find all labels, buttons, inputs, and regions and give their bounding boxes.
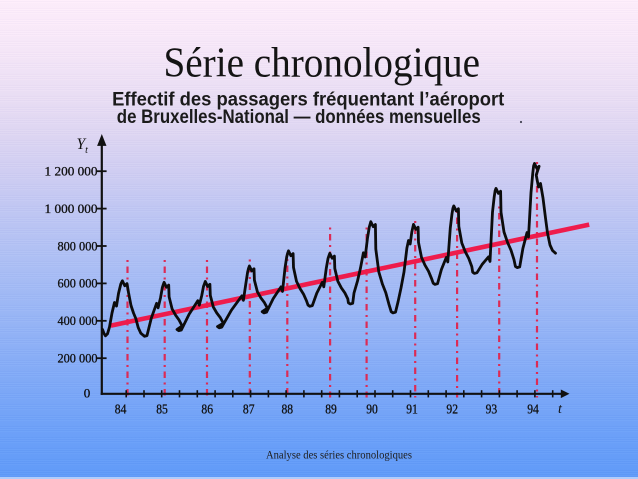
svg-text:85: 85 xyxy=(156,401,168,416)
svg-text:87: 87 xyxy=(243,401,255,416)
svg-text:1 000 000: 1 000 000 xyxy=(45,201,98,216)
svg-text:t: t xyxy=(558,402,563,417)
svg-text:93: 93 xyxy=(486,401,498,416)
svg-text:86: 86 xyxy=(201,401,213,416)
svg-text:84: 84 xyxy=(115,401,127,416)
svg-text:Série chronologique: Série chronologique xyxy=(164,41,481,87)
svg-text:Yt: Yt xyxy=(77,136,89,156)
svg-text:600 000: 600 000 xyxy=(58,276,98,291)
svg-text:92: 92 xyxy=(446,401,458,416)
svg-text:800 000: 800 000 xyxy=(58,238,98,253)
svg-text:90: 90 xyxy=(366,401,378,416)
svg-text:89: 89 xyxy=(325,401,337,416)
svg-text:de Bruxelles-National — donnée: de Bruxelles-National — données mensuell… xyxy=(117,107,481,128)
svg-text:91: 91 xyxy=(406,401,418,416)
svg-text:1 200 000: 1 200 000 xyxy=(45,164,98,179)
svg-text:Analyse des séries chronologiq: Analyse des séries chronologiques xyxy=(266,450,412,462)
svg-text:94: 94 xyxy=(527,401,539,416)
svg-text:Effectif des passagers fréquen: Effectif des passagers fréquentant l’aér… xyxy=(112,90,505,111)
svg-text:200 000: 200 000 xyxy=(58,351,98,366)
svg-text:88: 88 xyxy=(282,401,294,416)
svg-text:0: 0 xyxy=(84,386,91,401)
svg-text:400 000: 400 000 xyxy=(58,313,98,328)
